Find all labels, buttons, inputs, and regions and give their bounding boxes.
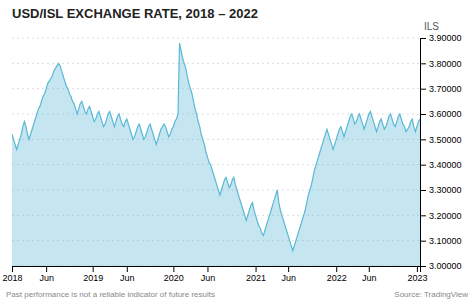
x-tick-mark [207,266,208,272]
y-tick-label: 3.50000 [429,135,462,145]
y-tick-label: 3.30000 [429,185,462,195]
x-tick-mark [173,266,174,272]
x-tick-label: Jun [201,273,216,283]
y-tick-mark [420,165,426,166]
y-tick-label: 3.20000 [429,211,462,221]
y-tick-label: 3.90000 [429,33,462,43]
y-axis: 3.00000 3.10000 3.20000 3.30000 3.40000 3.500… [420,33,462,271]
y-tick-mark [420,114,426,115]
x-tick: Jun [39,266,54,283]
area [12,43,420,266]
y-axis-line [421,39,427,267]
y-tick-mark [420,266,426,267]
y-tick-label: 3.10000 [429,236,462,246]
y-tick-mark [420,38,426,39]
x-tick: Jun [281,266,296,283]
grid-line [12,88,420,89]
x-tick: 2022 [327,266,347,283]
y-tick-mark [420,89,426,90]
x-tick-mark [93,266,94,272]
y-tick-label: 3.40000 [429,160,462,170]
x-tick-label: 2019 [83,273,103,283]
x-tick: 2020 [164,266,184,283]
y-tick-mark [420,190,426,191]
line [12,43,420,251]
x-tick-label: 2020 [164,273,184,283]
y-tick: 3.30000 [420,185,462,195]
x-axis-line [13,267,421,273]
y-tick-label: 3.00000 [429,261,462,271]
x-tick-mark [127,266,128,272]
y-tick: 3.70000 [420,84,462,94]
x-tick-label: Jun [120,273,135,283]
x-tick: 2019 [83,266,103,283]
x-tick-label: 2022 [327,273,347,283]
x-tick: Jun [362,266,377,283]
y-tick-mark [420,63,426,64]
x-tick-mark [46,266,47,272]
y-tick: 3.50000 [420,135,462,145]
y-tick: 3.20000 [420,211,462,221]
x-tick-label: Jun [39,273,54,283]
y-tick: 3.40000 [420,160,462,170]
annotation: Source: TradingView [394,290,468,299]
x-tick: 2018 [2,266,22,283]
x-tick-mark [256,266,257,272]
x-tick-label: Jun [362,273,377,283]
grid-line [12,63,420,64]
x-tick: Jun [120,266,135,283]
x-tick-mark [288,266,289,272]
x-tick: 2023 [407,266,427,283]
y-tick-mark [420,215,426,216]
y-tick-label: 3.70000 [429,84,462,94]
y-tick-label: 3.80000 [429,59,462,69]
x-tick-label: 2018 [2,273,22,283]
chart: 2018Jun2019Jun2020Jun2021Jun2022Jun20233… [0,0,474,302]
y-tick: 3.90000 [420,33,462,43]
grid-line [12,38,420,39]
y-tick-label: 3.60000 [429,109,462,119]
plot-area [12,43,420,266]
x-tick-label: 2021 [246,273,266,283]
y-tick: 3.10000 [420,236,462,246]
y-axis-label: ILS [424,21,439,32]
title: USD/ISL EXCHANGE RATE, 2018 – 2022 [12,6,258,21]
y-tick-mark [420,241,426,242]
grid [12,38,420,266]
x-axis: 2018 Jun 2019 Jun 2020 Jun 2021 Jun 2022 Jun 2023 [2,266,427,283]
x-tick: Jun [201,266,216,283]
x-tick-mark [417,266,418,272]
x-tick: 2021 [246,266,266,283]
x-tick-label: Jun [281,273,296,283]
x-tick-label: 2023 [407,273,427,283]
y-tick-mark [420,139,426,140]
y-tick: 3.80000 [420,59,462,69]
y-tick: 3.60000 [420,109,462,119]
y-tick: 3.00000 [420,261,462,271]
x-tick-mark [369,266,370,272]
x-tick-mark [336,266,337,272]
annotation: Past performance is not a reliable indic… [6,290,215,299]
x-tick-mark [12,266,13,272]
